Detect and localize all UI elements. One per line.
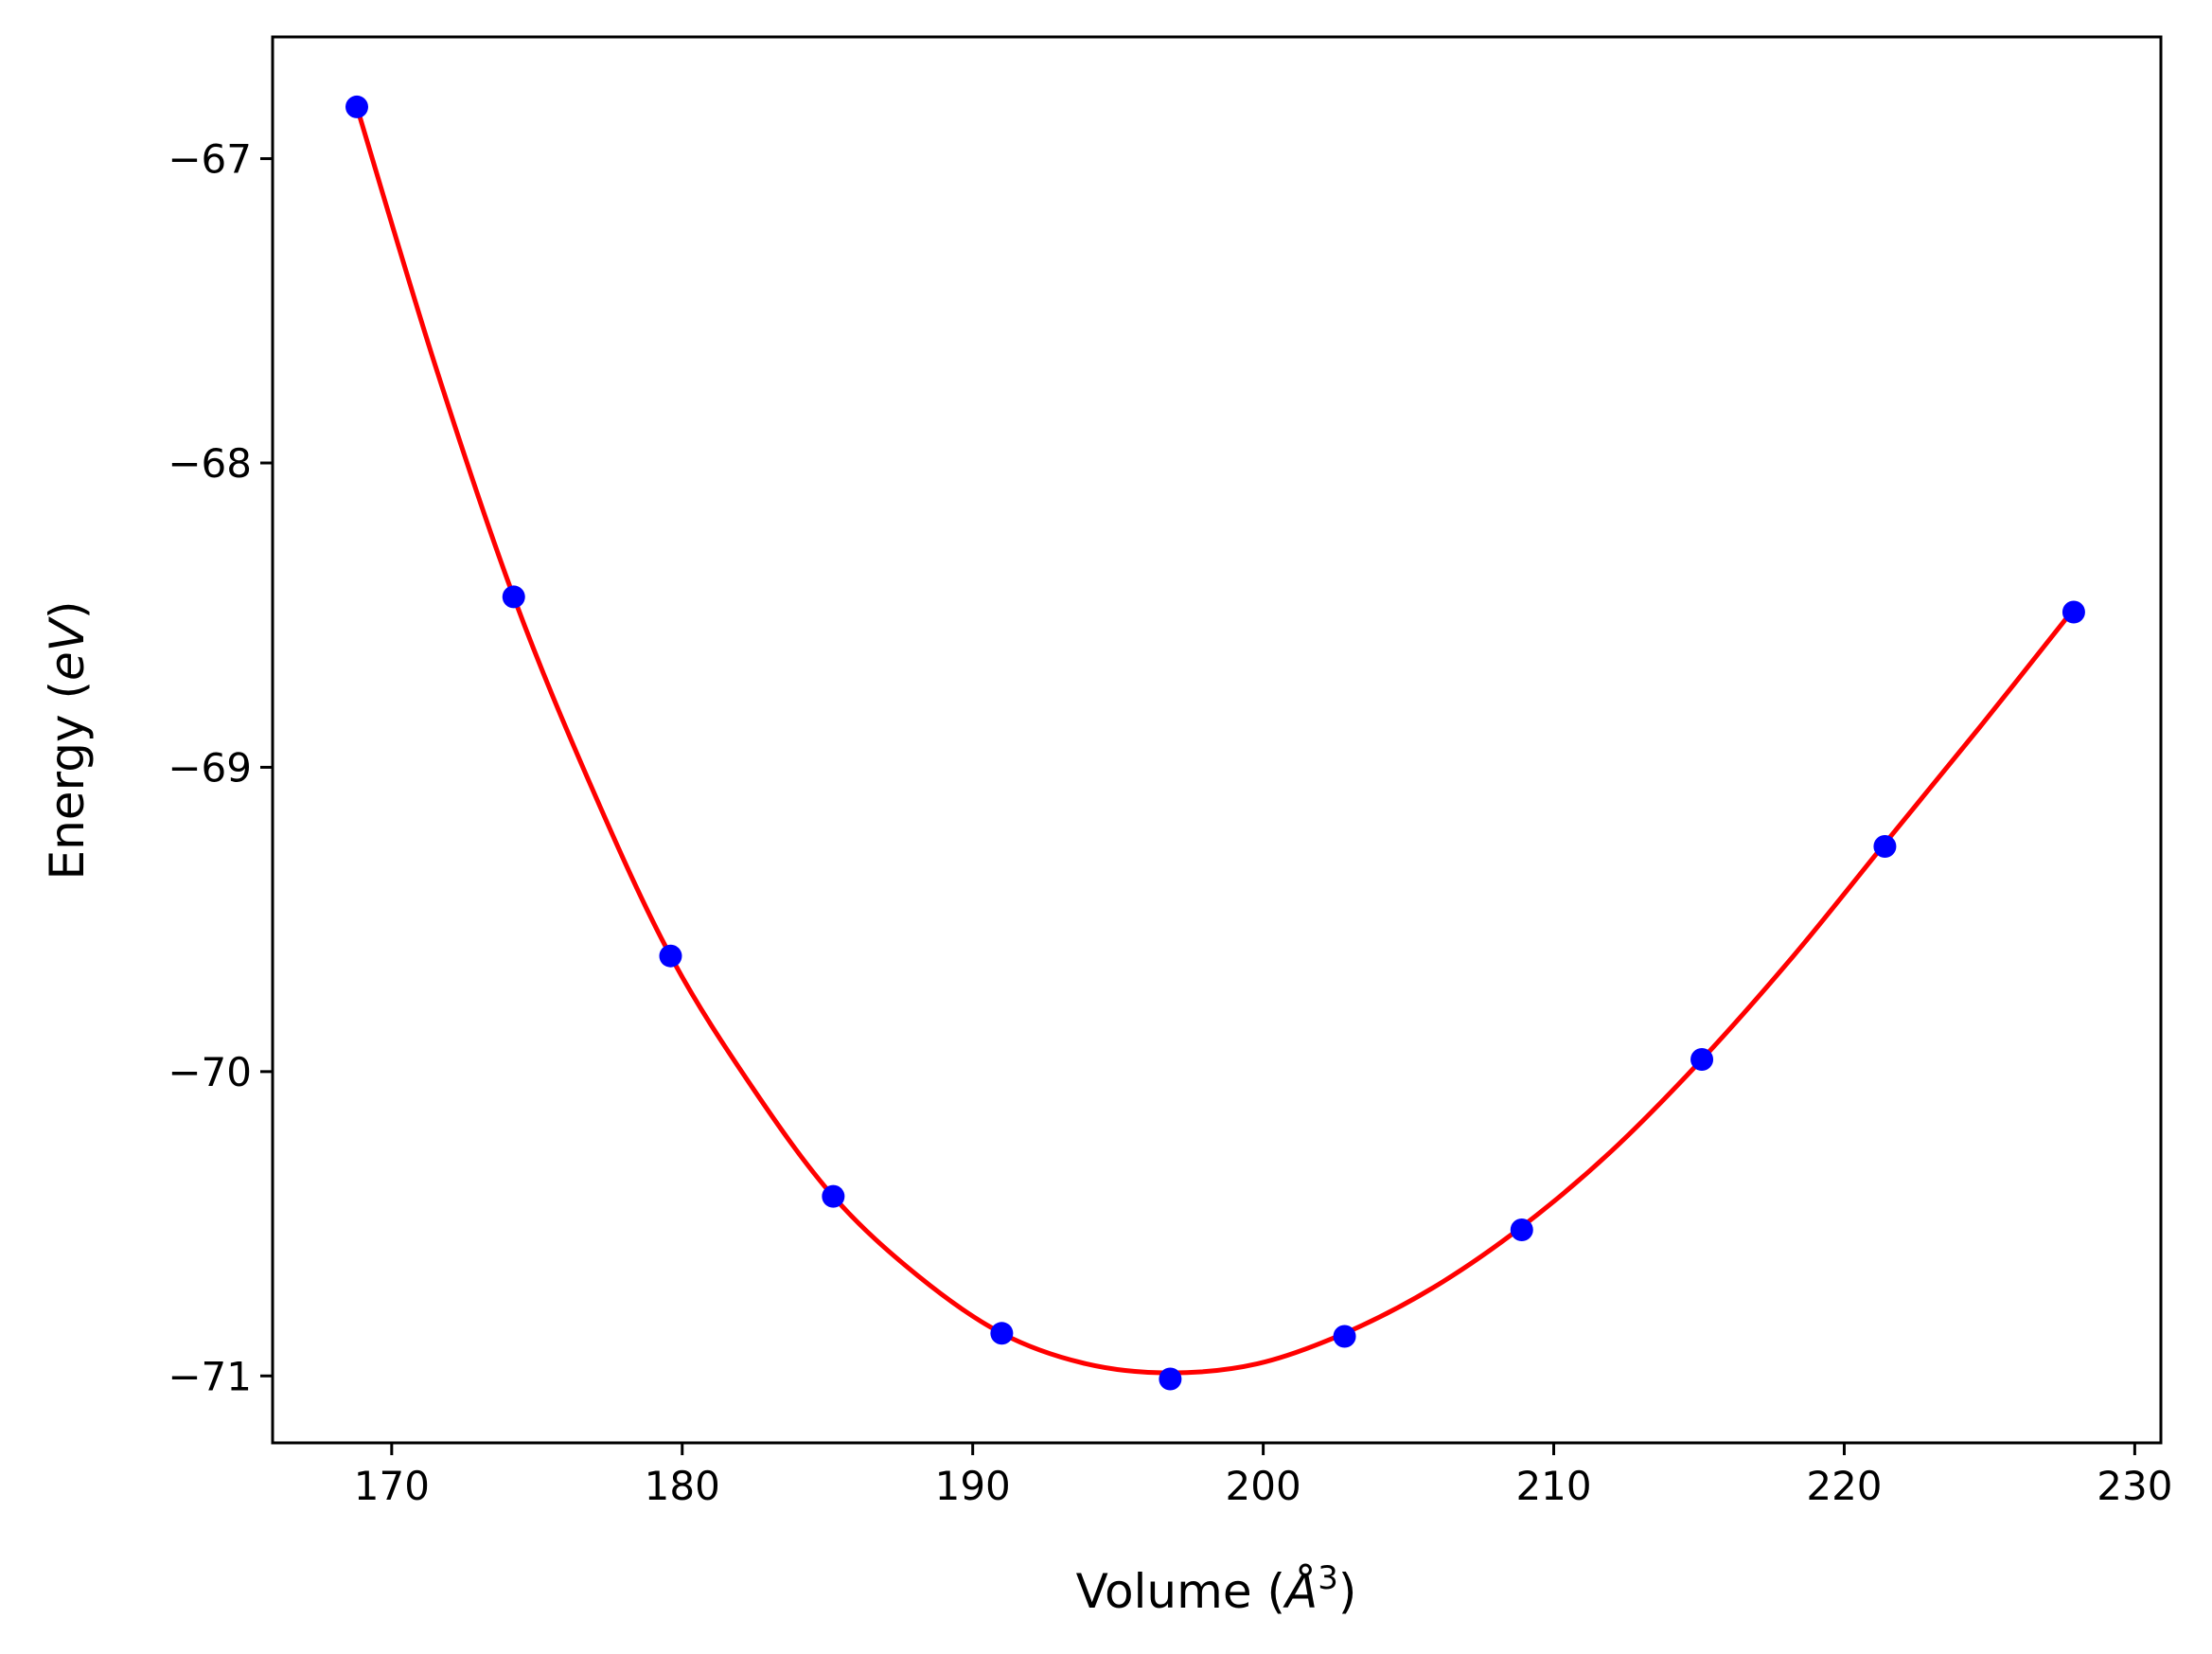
x-tick-label: 230 [2097,1463,2172,1509]
data-point [990,1322,1014,1345]
data-point [502,585,525,609]
y-tick-label: −68 [168,440,252,487]
x-tick-label: 220 [1806,1463,1882,1509]
data-point [1333,1325,1356,1348]
x-tick-label: 170 [354,1463,430,1509]
x-tick-label: 200 [1226,1463,1301,1509]
x-axis-unit-exponent: 3 [1318,1559,1338,1597]
plot-area [271,35,2163,1445]
y-axis-ticks: −67 −68 −69 −70 −71 [168,136,273,1399]
x-axis-label: Volume (Å3) [1076,1559,1357,1619]
data-point [1873,835,1897,858]
data-point [345,95,369,118]
data-point [1159,1367,1182,1391]
x-tick-label: 210 [1515,1463,1591,1509]
y-axis-unit: eV [40,615,95,681]
data-point [822,1184,845,1208]
y-axis-label-text: Energy [40,714,95,880]
data-point [2062,600,2085,624]
data-point [659,944,682,968]
y-tick-label: −67 [168,136,252,183]
y-tick-label: −69 [168,744,252,791]
y-tick-label: −71 [168,1353,252,1399]
fit-curve-layer [354,106,2076,1376]
fit-curve-line [354,106,2076,1376]
x-tick-label: 190 [935,1463,1011,1509]
y-tick-label: −70 [168,1049,252,1095]
x-axis-unit: Å [1283,1564,1318,1619]
x-tick-label: 180 [645,1463,720,1509]
x-axis-label-text: Volume [1076,1564,1252,1619]
y-axis-label: Energy (eV) [40,601,95,880]
data-points-layer [345,95,2085,1391]
x-axis-ticks: 170 180 190 200 210 220 230 [354,1443,2172,1509]
data-point [1690,1048,1714,1071]
plot-frame [271,35,2163,1445]
data-point [1510,1218,1533,1241]
